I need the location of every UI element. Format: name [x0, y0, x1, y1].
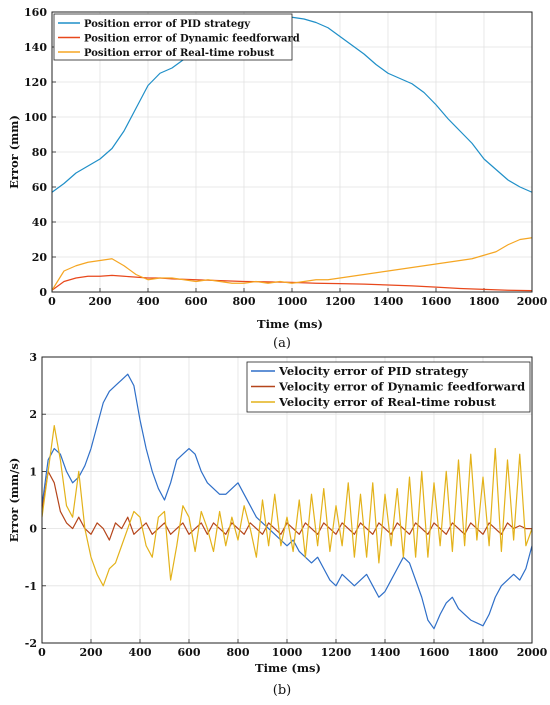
panel-a: 0 200 400 600 800 1000 1200 1400 1600 1800 2000 0 20…: [7, 6, 548, 351]
x-tick-label: 1600: [419, 646, 450, 659]
x-tick-label: 1200: [321, 646, 352, 659]
y-tick-label: 2: [29, 408, 37, 421]
x-tick-label: 400: [137, 295, 160, 308]
y-tick-label: 160: [24, 6, 47, 19]
axes-frame: [41, 356, 533, 644]
x-tick-label: 1400: [373, 295, 404, 308]
legend-label: Position error of Dynamic feedforward: [84, 34, 300, 45]
series-line-3: [41, 425, 533, 587]
x-tick-label: 0: [48, 295, 56, 308]
y-tick-label: -2: [25, 637, 37, 650]
legend-box: [53, 13, 293, 61]
axes-frame: [51, 11, 533, 293]
y-tick-label: 100: [24, 111, 47, 124]
x-tick-label: 1400: [370, 646, 401, 659]
y-tick-label: 120: [24, 76, 47, 89]
x-tick-label: 1800: [468, 646, 499, 659]
x-tick-label: 600: [178, 646, 201, 659]
y-tick-label: 140: [24, 41, 47, 54]
x-tick-label: 2000: [517, 295, 548, 308]
y-tick-label: 0: [39, 286, 47, 299]
legend-label: Position error of PID strategy: [84, 19, 251, 30]
y-tick-label: 3: [29, 351, 37, 364]
x-tick-label: 1600: [421, 295, 452, 308]
x-tick-label: 800: [233, 295, 256, 308]
legend-label: Velocity error of Real-time robust: [278, 395, 497, 409]
y-tick-label: 40: [32, 216, 48, 229]
y-tick-label: 0: [29, 523, 37, 536]
y-tick-label: 20: [32, 251, 48, 264]
panel-b: 0 200 400 600 800 1000 1200 1400 1600 1800 2000 -2 -…: [7, 351, 548, 698]
series-line-3: [51, 237, 533, 291]
series-line-1: [41, 373, 533, 630]
x-tick-label: 200: [89, 295, 112, 308]
y-tick-label: 1: [29, 465, 37, 478]
panel-a-label: (a): [273, 336, 291, 351]
series-line-2: [51, 274, 533, 292]
panel-b-label: (b): [273, 683, 291, 698]
x-tick-label: 1000: [272, 646, 303, 659]
y-tick-label: -1: [25, 580, 37, 593]
y-tick-label: 80: [32, 146, 48, 159]
panel-b-xlabel: Time (ms): [255, 661, 321, 675]
y-tick-label: 60: [32, 181, 48, 194]
x-tick-label: 1800: [469, 295, 500, 308]
panel-b-ylabel: Error (mm/s): [7, 458, 21, 543]
legend-label: Position error of Real-time robust: [84, 48, 275, 59]
panel-a-xlabel: Time (ms): [257, 317, 323, 331]
x-tick-label: 0: [38, 646, 46, 659]
x-tick-label: 1000: [277, 295, 308, 308]
x-tick-label: 800: [227, 646, 250, 659]
x-tick-label: 600: [185, 295, 208, 308]
x-tick-label: 400: [129, 646, 152, 659]
legend-label: Velocity error of Dynamic feedforward: [278, 380, 525, 394]
x-tick-label: 1200: [325, 295, 356, 308]
legend-label: Velocity error of PID strategy: [278, 364, 468, 378]
legend-box: [246, 361, 531, 413]
x-tick-label: 200: [80, 646, 103, 659]
panel-a-ylabel: Error (mm): [7, 115, 21, 189]
x-tick-label: 2000: [517, 646, 548, 659]
